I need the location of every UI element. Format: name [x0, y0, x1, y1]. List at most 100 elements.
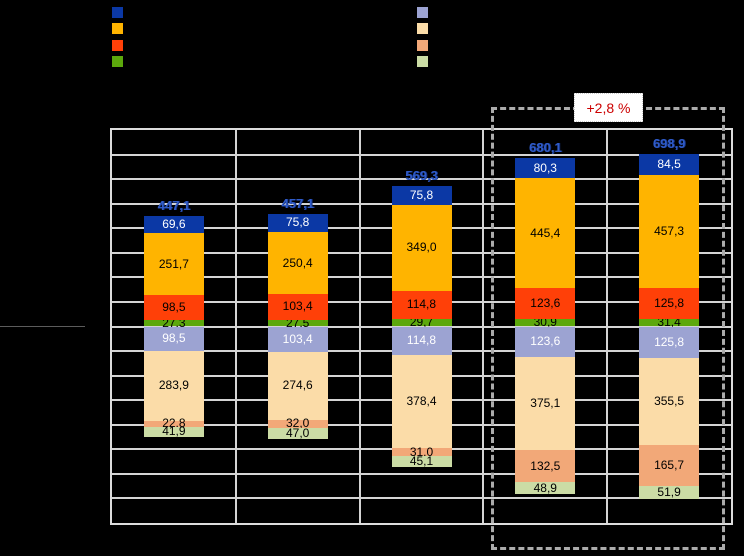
- segment-label: 103,4: [282, 299, 313, 314]
- light-green-segment: 48,9: [515, 480, 576, 495]
- lavender-segment: 125,8: [639, 326, 700, 358]
- bar-total-label: 447,1: [157, 198, 191, 214]
- light-green-segment: 51,9: [639, 485, 700, 500]
- segment-label: 114,8: [406, 297, 437, 312]
- lavender-segment: 103,4: [267, 326, 328, 353]
- segment-label: 45,1: [409, 454, 434, 469]
- orange-red-segment: 98,5: [143, 295, 204, 320]
- orange-red-segment: 114,8: [391, 290, 452, 320]
- amber-segment: 349,0: [391, 204, 452, 291]
- bar-total-label: 698,9: [652, 135, 686, 151]
- dark-blue-segment: 69,6: [143, 216, 204, 234]
- segment-label: 103,4: [282, 331, 313, 346]
- peach-segment: 132,5: [515, 449, 576, 483]
- zero-axis-tick: [0, 326, 85, 327]
- legend-swatch-dark-blue: [112, 7, 123, 18]
- orange-red-segment: 103,4: [267, 294, 328, 320]
- segment-label: 165,7: [654, 458, 685, 473]
- horizontal-gridline: [112, 153, 731, 156]
- light-green-segment: 41,9: [143, 424, 204, 439]
- cream-segment: 378,4: [391, 354, 452, 449]
- orange-red-segment: 125,8: [639, 287, 700, 319]
- dark-blue-segment: 80,3: [515, 158, 576, 179]
- segment-label: 457,3: [654, 223, 685, 238]
- dark-blue-segment: 75,8: [391, 185, 452, 205]
- orange-red-segment: 123,6: [515, 288, 576, 319]
- segment-label: 274,6: [282, 378, 313, 393]
- segment-label: 445,4: [530, 225, 561, 240]
- dark-blue-segment: 84,5: [639, 153, 700, 175]
- cream-segment: 355,5: [639, 357, 700, 446]
- segment-label: 114,8: [406, 333, 437, 348]
- green-segment: 27,5: [267, 317, 328, 329]
- bar-total-label: 680,1: [529, 140, 562, 156]
- peach-segment: 165,7: [639, 445, 700, 487]
- horizontal-gridline: [112, 178, 731, 181]
- segment-label: 29,7: [409, 315, 434, 330]
- amber-segment: 250,4: [267, 232, 328, 295]
- vertical-gridline: [234, 130, 237, 523]
- light-green-segment: 47,0: [267, 426, 328, 441]
- segment-label: 125,8: [654, 295, 685, 310]
- legend-swatch-peach: [417, 39, 428, 51]
- green-segment: 27,3: [143, 317, 204, 329]
- amber-segment: 251,7: [143, 233, 204, 296]
- segment-label: 378,4: [406, 394, 437, 409]
- segment-label: 22,8: [162, 416, 186, 431]
- plot-area: 27,3 98,5 251,7 69,6 98,5 283,9 22,8 41,9 447,1 2…: [110, 128, 733, 525]
- segment-label: 98,5: [162, 331, 186, 346]
- segment-label: 31,4: [657, 315, 681, 330]
- legend-swatch-light-green: [417, 55, 428, 67]
- segment-label: 47,0: [286, 426, 310, 441]
- segment-label: 123,6: [530, 334, 561, 349]
- segment-label: 98,5: [162, 300, 186, 315]
- segment-label: 75,8: [286, 215, 310, 230]
- light-green-segment: 45,1: [391, 454, 452, 469]
- lavender-segment: 114,8: [391, 326, 452, 355]
- segment-label: 75,8: [409, 187, 434, 202]
- segment-label: 123,6: [530, 296, 561, 311]
- lavender-segment: 123,6: [515, 326, 576, 358]
- vertical-gridline: [606, 130, 609, 523]
- segment-label: 80,3: [533, 160, 557, 175]
- legend-swatch-green: [112, 55, 123, 67]
- lavender-segment: 98,5: [143, 326, 204, 351]
- bar-total-label: 457,1: [281, 195, 314, 211]
- peach-segment: 32,0: [267, 416, 328, 431]
- amber-segment: 445,4: [515, 178, 576, 289]
- segment-label: 51,9: [657, 485, 681, 500]
- cream-segment: 375,1: [515, 357, 576, 450]
- segment-label: 30,9: [533, 315, 557, 330]
- legend-swatch-orange-red: [112, 39, 123, 51]
- segment-label: 32,0: [286, 416, 310, 431]
- legend-swatch-cream: [417, 23, 428, 35]
- vertical-gridline: [482, 130, 485, 523]
- peach-segment: 22,8: [143, 416, 204, 431]
- growth-annotation-label: +2,8 %: [586, 99, 631, 116]
- cream-segment: 283,9: [143, 350, 204, 421]
- legend-swatch-amber: [112, 23, 123, 35]
- segment-label: 84,5: [657, 156, 681, 171]
- bar-total-label: 569,3: [405, 167, 438, 183]
- dark-blue-segment: 75,8: [267, 213, 328, 233]
- segment-label: 48,9: [533, 480, 557, 495]
- cream-segment: 274,6: [267, 352, 328, 420]
- segment-label: 31,0: [409, 444, 434, 459]
- segment-label: 41,9: [162, 424, 186, 439]
- segment-label: 132,5: [530, 458, 561, 473]
- segment-label: 375,1: [530, 395, 561, 410]
- vertical-gridline: [358, 130, 361, 523]
- green-segment: 31,4: [639, 315, 700, 330]
- segment-label: 355,5: [654, 393, 685, 408]
- segment-label: 69,6: [162, 217, 186, 232]
- segment-label: 251,7: [158, 256, 189, 271]
- segment-label: 349,0: [406, 240, 437, 255]
- green-segment: 29,7: [391, 315, 452, 330]
- green-segment: 30,9: [515, 315, 576, 330]
- peach-segment: 31,0: [391, 444, 452, 459]
- segment-label: 283,9: [158, 378, 189, 393]
- growth-annotation-box: +2,8 %: [574, 93, 643, 122]
- segment-label: 250,4: [282, 255, 313, 270]
- segment-label: 125,8: [654, 334, 685, 349]
